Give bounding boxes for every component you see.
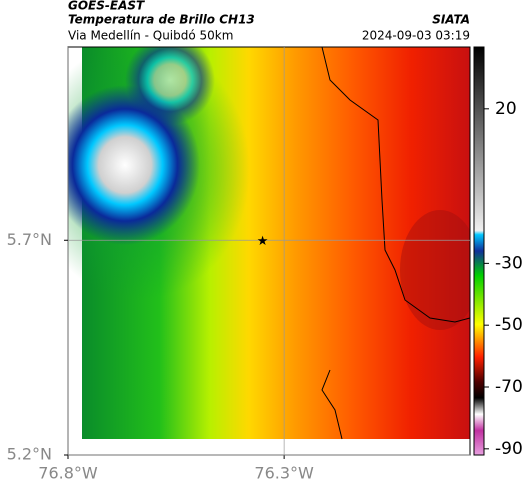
- subtitle: Via Medellín - Quibdó 50km: [68, 29, 233, 43]
- y-tick-label: 5.2°N: [7, 445, 52, 464]
- title: Temperatura de Brillo CH13: [68, 13, 255, 27]
- colorbar-tick-label: -70: [495, 377, 523, 397]
- y-tick-label: 5.7°N: [7, 230, 52, 249]
- timestamp: 2024-09-03 03:19: [362, 29, 470, 43]
- colorbar-tick-label: 20: [495, 99, 517, 119]
- product: GOES-EAST: [68, 0, 145, 13]
- colorbar-tick-label: -50: [495, 315, 523, 335]
- colorbar-tick-label: -90: [495, 439, 523, 459]
- colorbar: [473, 46, 485, 456]
- source: SIATA: [432, 13, 470, 27]
- colorbar-tick-label: -30: [495, 253, 523, 273]
- x-tick-label: 76.8°W: [38, 464, 98, 483]
- location-marker: ★: [257, 234, 269, 249]
- x-tick-label: 76.3°W: [254, 464, 314, 483]
- brightness-field: [68, 47, 470, 440]
